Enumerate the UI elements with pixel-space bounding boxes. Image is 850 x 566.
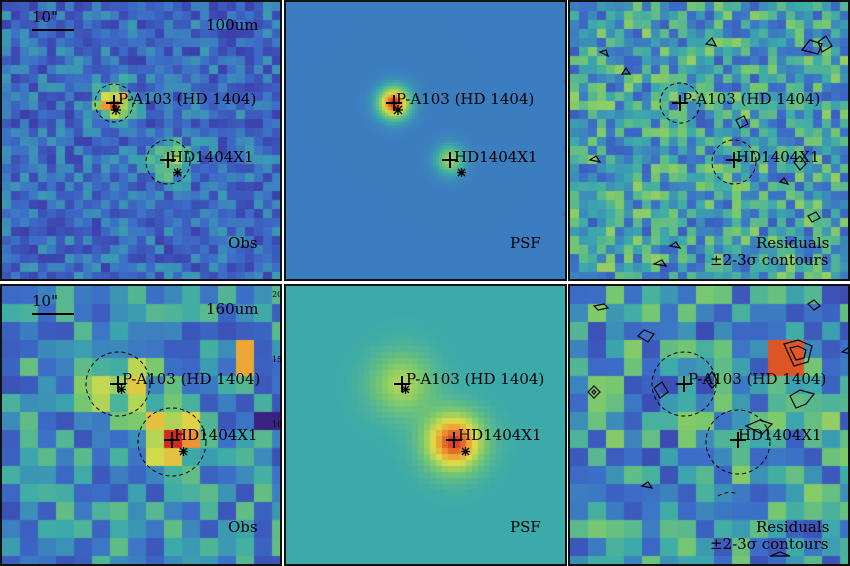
aperture-circle	[94, 83, 134, 123]
negative-contour	[717, 491, 739, 497]
cross-marker	[446, 432, 462, 448]
panel-160um-residuals: P-A103 (HD 1404) HD1404X1 Residuals ±2-3…	[568, 284, 850, 566]
overlay-160um-obs	[32, 313, 207, 477]
cross-marker	[730, 432, 746, 448]
cross-marker	[726, 152, 742, 168]
contours	[588, 35, 833, 267]
cross-marker	[672, 95, 688, 111]
source-label: HD1404X1	[736, 148, 820, 166]
aperture-circle	[85, 351, 151, 417]
tick-marks-right	[564, 81, 565, 215]
panel-160um-obs: 10" 160um P-A103 (HD 1404) HD1404X1 Obs	[0, 284, 282, 566]
source-label: P-A103 (HD 1404)	[118, 90, 257, 108]
image-100um-obs	[2, 2, 280, 279]
star-marker	[173, 168, 182, 177]
source-label: P-A103 (HD 1404)	[396, 90, 535, 108]
overlay-160um-psf	[394, 376, 470, 456]
axis-tick-label: 10	[272, 420, 283, 429]
source-label: P-A103 (HD 1404)	[688, 370, 827, 388]
star-marker	[461, 447, 470, 456]
contours-label: ±2-3σ contours	[710, 251, 829, 269]
scale-bar-label: 10"	[32, 8, 58, 26]
source-label: P-A103 (HD 1404)	[682, 90, 821, 108]
source-label: HD1404X1	[454, 148, 538, 166]
panel-label: PSF	[510, 518, 541, 536]
star-marker	[401, 385, 410, 394]
scale-bar-label: 10"	[32, 292, 58, 310]
aperture-circle	[705, 409, 771, 475]
panel-100um-psf: P-A103 (HD 1404) HD1404X1 PSF	[284, 0, 567, 281]
panel-100um-residuals: P-A103 (HD 1404) HD1404X1 Residuals ±2-3…	[568, 0, 850, 281]
image-100um-psf	[286, 2, 565, 279]
image-160um-residuals	[570, 286, 848, 564]
source-label: P-A103 (HD 1404)	[122, 370, 261, 388]
overlay-160um-residuals	[587, 299, 848, 557]
aperture-circle	[659, 82, 701, 124]
panel-label: PSF	[510, 234, 541, 252]
panel-100um-obs: 10" 100um P-A103 (HD 1404) HD1404X1 Obs	[0, 0, 282, 281]
cross-marker	[164, 432, 180, 448]
overlay-100um-psf	[386, 81, 565, 215]
aperture-circle	[145, 139, 191, 185]
axis-tick-label: 20	[272, 290, 283, 299]
star-marker	[117, 385, 126, 394]
residuals-label: Residuals	[756, 518, 830, 536]
image-160um-obs	[2, 286, 280, 564]
panel-160um-psf: P-A103 (HD 1404) HD1404X1 PSF	[284, 284, 567, 566]
aperture-circle	[137, 407, 207, 477]
image-100um-residuals	[570, 2, 848, 279]
band-label: 100um	[206, 16, 259, 34]
panel-label: Obs	[228, 234, 258, 252]
residuals-label: Residuals	[756, 234, 830, 252]
cross-marker	[160, 152, 176, 168]
source-label: HD1404X1	[458, 426, 542, 444]
overlay-100um-obs	[32, 29, 191, 185]
source-label: HD1404X1	[174, 426, 258, 444]
source-label: P-A103 (HD 1404)	[406, 370, 545, 388]
star-marker	[111, 105, 121, 115]
star-marker	[179, 447, 188, 456]
contours	[587, 299, 848, 557]
source-label: HD1404X1	[738, 426, 822, 444]
cross-marker	[442, 152, 458, 168]
contours-label: ±2-3σ contours	[710, 535, 829, 553]
overlay-100um-residuals	[588, 35, 833, 267]
cross-marker	[676, 376, 692, 392]
image-160um-psf	[286, 286, 565, 564]
star-marker	[393, 105, 403, 115]
star-marker	[457, 168, 466, 177]
aperture-circle	[711, 139, 757, 185]
source-label: HD1404X1	[170, 148, 254, 166]
band-label: 160um	[206, 300, 259, 318]
panel-label: Obs	[228, 518, 258, 536]
axis-tick-label: 15	[272, 355, 283, 364]
cross-marker	[386, 95, 402, 111]
